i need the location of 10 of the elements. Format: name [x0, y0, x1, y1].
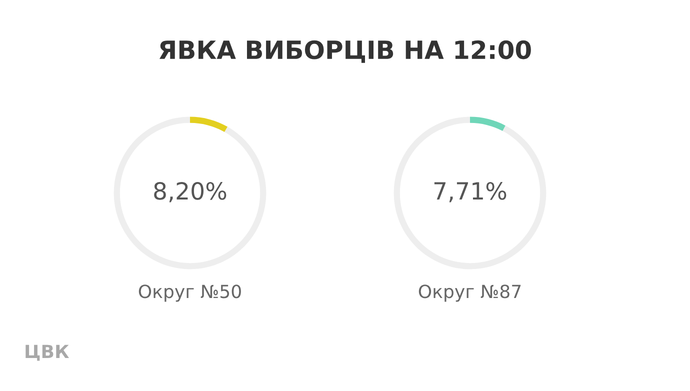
text: Округ №50 — [138, 284, 241, 302]
donut-slice — [114, 116, 266, 270]
text: ЯВКА ВИБОРЦІВ НА 12:00 — [160, 40, 531, 63]
donut-slice — [470, 116, 506, 131]
donut-slice — [190, 116, 228, 132]
data-label: 7,71% — [434, 182, 506, 202]
text: Округ №87 — [418, 284, 521, 302]
text: ЦВК — [26, 344, 70, 361]
donut-slice — [394, 116, 546, 270]
data-label: 8,20% — [154, 182, 226, 202]
